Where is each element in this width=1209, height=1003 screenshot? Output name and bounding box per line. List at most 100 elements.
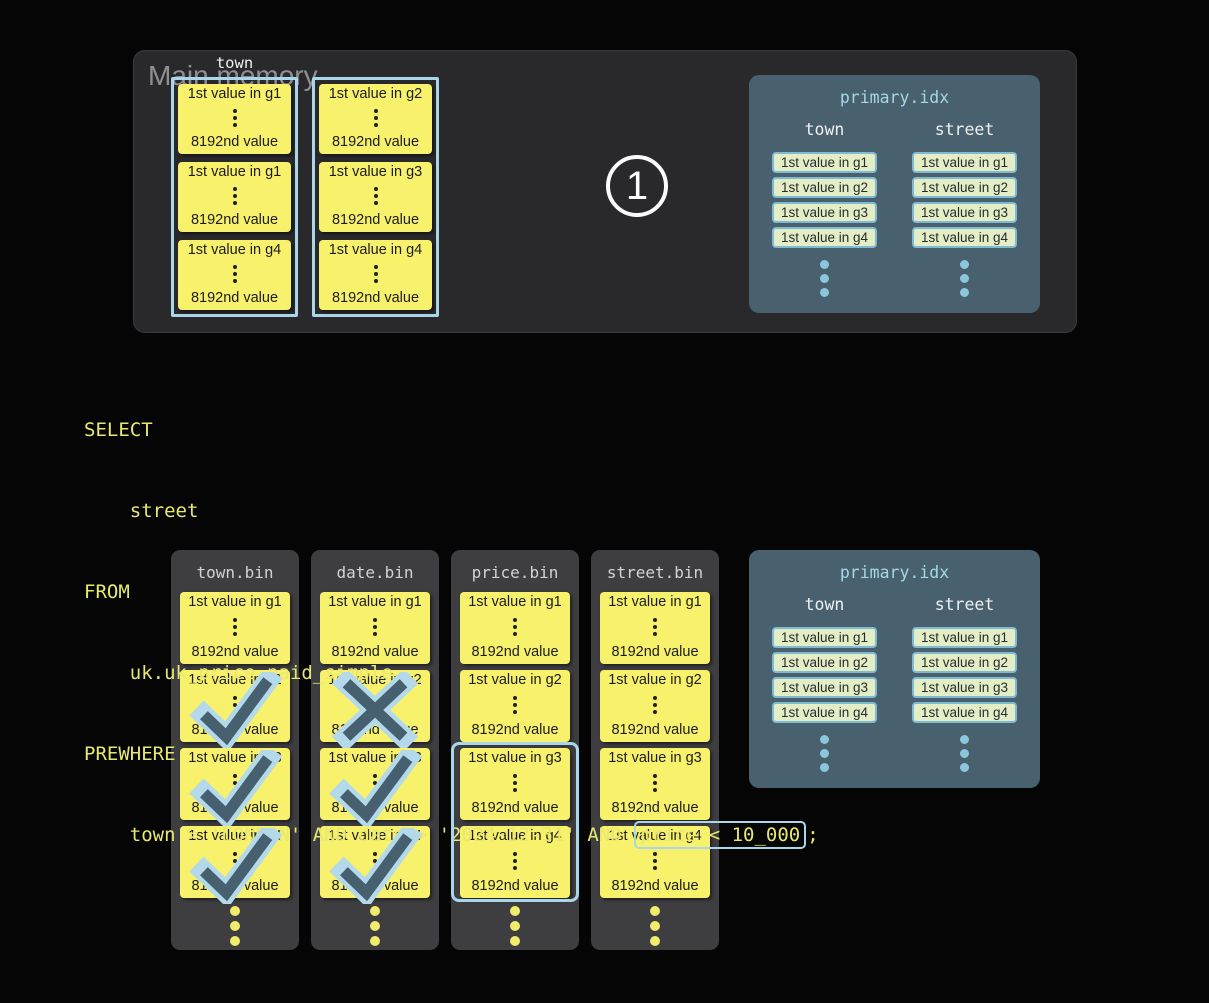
dot (370, 921, 380, 931)
granule-block: 1st value in g1 8192nd value (180, 592, 290, 664)
index-entry-pill: 1st value in g1 (912, 627, 1017, 648)
granule-block: 1st value in g3 8192nd value (320, 748, 430, 826)
check-icon (189, 672, 283, 748)
index-entry-pill: 1st value in g2 (772, 652, 877, 673)
dot (373, 632, 377, 636)
dot (233, 852, 237, 856)
dot (373, 201, 378, 205)
dot (820, 749, 829, 758)
dot (373, 187, 378, 191)
bin-file-title: price.bin (471, 563, 559, 582)
dot (232, 109, 237, 113)
granule-top-label: 1st value in g1 (468, 594, 562, 610)
granule-block: 1st value in g2 8192nd value (319, 84, 432, 154)
dot (373, 116, 378, 120)
granule-block: 1st value in g2 8192nd value (460, 670, 570, 742)
dot (232, 123, 237, 127)
granule-block: 1st value in g4 8192nd value (319, 240, 432, 310)
dot (820, 763, 829, 772)
dot (373, 272, 378, 276)
granule-block: 1st value in g4 8192nd value (320, 826, 430, 904)
dot (370, 906, 380, 916)
check-icon (189, 828, 283, 904)
dot (510, 921, 520, 931)
dot (370, 936, 380, 946)
index-entry-pill: 1st value in g2 (772, 177, 877, 198)
sql-line: street (84, 500, 199, 522)
dot (232, 265, 237, 269)
index-entry-pill: 1st value in g1 (912, 152, 1017, 173)
granule-bottom-label: 8192nd value (331, 644, 419, 660)
bin-file-title: town.bin (196, 563, 274, 582)
dot (653, 774, 657, 778)
ellipsis-dots (820, 735, 829, 772)
ellipsis-dots (653, 618, 657, 636)
granule-top-label: 1st value in g3 (608, 750, 702, 766)
dot (653, 866, 657, 870)
index-entry-pill: 1st value in g3 (912, 677, 1017, 698)
dot (232, 194, 237, 198)
dot (653, 696, 657, 700)
dot (373, 774, 377, 778)
sql-line: FROM (84, 581, 130, 603)
granule-top-label: 1st value in g1 (187, 164, 282, 180)
dot (960, 274, 969, 283)
index-entry-pill: 1st value in g3 (772, 202, 877, 223)
ellipsis-dots (373, 187, 378, 205)
dot (510, 906, 520, 916)
dot (820, 274, 829, 283)
ellipsis-dots (232, 265, 237, 283)
dot (233, 774, 237, 778)
dot (960, 260, 969, 269)
dot (373, 265, 378, 269)
ellipsis-dots (232, 187, 237, 205)
index-column-header-street: street (934, 120, 995, 139)
dot (653, 703, 657, 707)
check-icon (329, 828, 423, 904)
sql-highlight-box: price < 10_000 (634, 821, 807, 849)
ellipsis-dots (820, 260, 829, 297)
ellipsis-dots (960, 260, 969, 297)
index-column-header-town: town (804, 120, 845, 139)
dot (650, 906, 660, 916)
granule-bottom-label: 8192nd value (611, 800, 699, 816)
index-column-header-town: town (804, 595, 845, 614)
granule-top-label: 1st value in g4 (608, 828, 702, 844)
granule-bottom-label: 8192nd value (190, 212, 279, 228)
granule-top-label: 1st value in g1 (188, 594, 282, 610)
bin-file-title: date.bin (336, 563, 414, 582)
memory-column-2: 1st value in g2 8192nd value 1st value in … (312, 77, 439, 317)
granule-block: 1st value in g1 8192nd value (178, 84, 291, 154)
granule-block: 1st value in g3 8192nd value (319, 162, 432, 232)
index-entry-pill: 1st value in g4 (912, 227, 1017, 248)
dot (653, 781, 657, 785)
index-entry-pill: 1st value in g3 (912, 202, 1017, 223)
granule-block: 1st value in g3 8192nd value (460, 748, 570, 820)
dot (513, 632, 517, 636)
index-entry-pill: 1st value in g1 (772, 152, 877, 173)
dot (232, 272, 237, 276)
dot (232, 187, 237, 191)
granule-bottom-label: 8192nd value (191, 644, 279, 660)
bin-panel-price: price.bin 1st value in g1 8192nd value 1st… (451, 550, 579, 950)
dot (373, 109, 378, 113)
index-entry-pill: 1st value in g1 (772, 627, 877, 648)
dot (373, 625, 377, 629)
dot (513, 788, 517, 792)
dot (960, 763, 969, 772)
ellipsis-dots (230, 906, 240, 946)
granule-block: 1st value in g4 8192nd value (180, 826, 290, 904)
granule-top-label: 1st value in g2 (328, 86, 423, 102)
dot (650, 921, 660, 931)
index-entry-pill: 1st value in g2 (912, 177, 1017, 198)
granule-bottom-label: 8192nd value (331, 212, 420, 228)
granule-block: 1st value in g3 8192nd value (180, 748, 290, 826)
dot (230, 921, 240, 931)
dot (653, 632, 657, 636)
granule-block: 1st value in g2 8192nd value (600, 670, 710, 742)
ellipsis-dots (650, 906, 660, 946)
granule-bottom-label: 8192nd value (611, 722, 699, 738)
dot (233, 696, 237, 700)
granule-top-label: 1st value in g2 (608, 672, 702, 688)
